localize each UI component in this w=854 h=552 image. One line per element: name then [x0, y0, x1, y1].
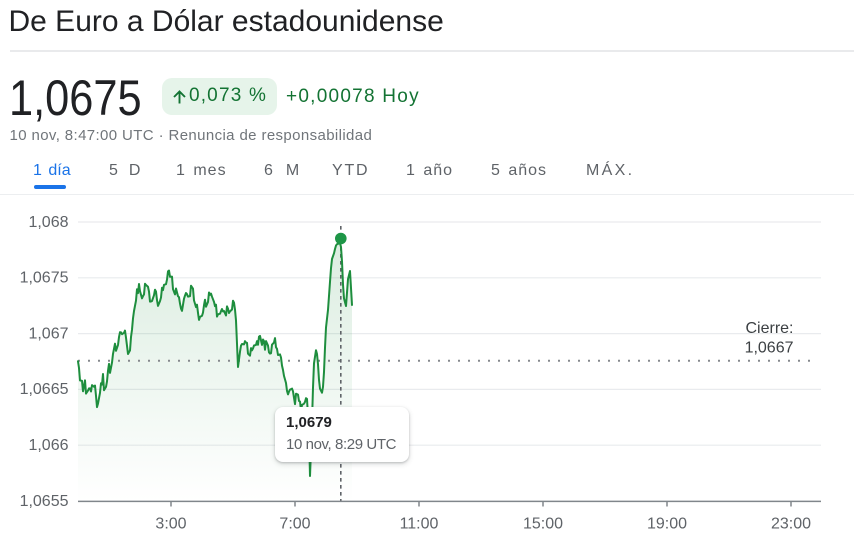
svg-text:1,0665: 1,0665: [20, 381, 69, 398]
svg-text:7:00: 7:00: [279, 516, 310, 533]
svg-text:1,067: 1,067: [28, 325, 68, 342]
svg-text:19:00: 19:00: [647, 516, 687, 533]
svg-text:23:00: 23:00: [771, 516, 811, 533]
svg-text:11:00: 11:00: [400, 516, 439, 533]
svg-text:1,0675: 1,0675: [20, 270, 69, 287]
svg-text:1,068: 1,068: [28, 214, 68, 231]
svg-text:3:00: 3:00: [155, 516, 186, 533]
svg-text:1,066: 1,066: [28, 437, 68, 454]
svg-text:1,0667: 1,0667: [745, 340, 794, 357]
svg-text:1,0655: 1,0655: [20, 493, 69, 510]
svg-text:15:00: 15:00: [523, 516, 563, 533]
svg-text:Cierre:: Cierre:: [745, 320, 793, 337]
